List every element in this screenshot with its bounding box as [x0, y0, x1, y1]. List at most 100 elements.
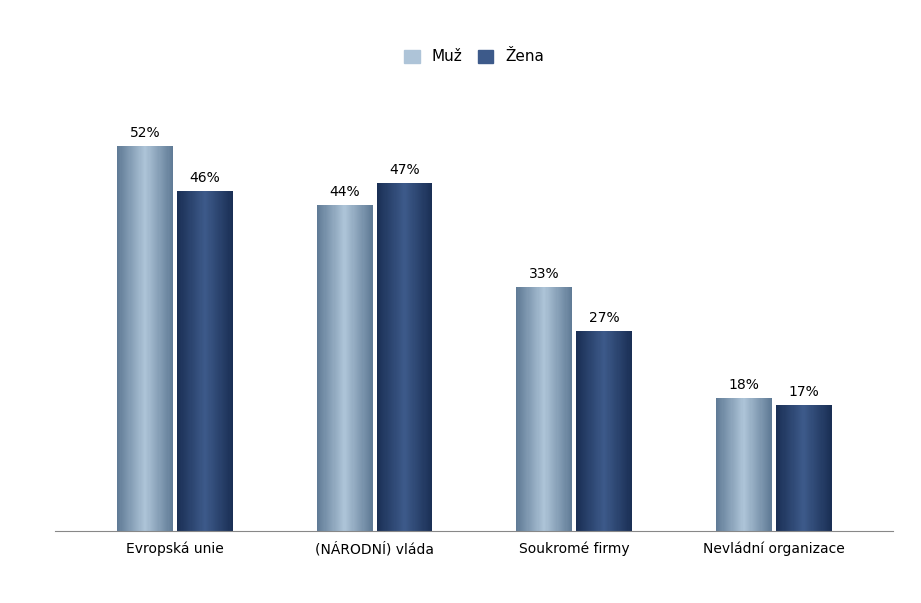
Bar: [764, 397, 765, 531]
Bar: [802, 405, 803, 531]
Bar: [609, 331, 610, 531]
Bar: [423, 183, 424, 531]
Bar: [429, 183, 430, 531]
Bar: [727, 397, 729, 531]
Bar: [147, 147, 148, 531]
Bar: [614, 331, 615, 531]
Bar: [534, 286, 535, 531]
Bar: [323, 206, 324, 531]
Bar: [126, 147, 127, 531]
Bar: [800, 405, 801, 531]
Bar: [827, 405, 828, 531]
Bar: [208, 191, 209, 531]
Bar: [756, 397, 757, 531]
Bar: [229, 191, 230, 531]
Bar: [211, 191, 212, 531]
Bar: [330, 206, 332, 531]
Bar: [190, 191, 191, 531]
Bar: [230, 191, 232, 531]
Bar: [724, 397, 725, 531]
Bar: [765, 397, 766, 531]
Bar: [818, 405, 819, 531]
Bar: [138, 147, 139, 531]
Bar: [345, 206, 347, 531]
Bar: [817, 405, 818, 531]
Bar: [158, 147, 159, 531]
Bar: [357, 206, 358, 531]
Bar: [334, 206, 335, 531]
Bar: [389, 183, 390, 531]
Bar: [828, 405, 829, 531]
Bar: [135, 147, 136, 531]
Bar: [525, 286, 526, 531]
Bar: [762, 397, 763, 531]
Bar: [366, 206, 367, 531]
Bar: [586, 331, 588, 531]
Bar: [411, 183, 413, 531]
Bar: [384, 183, 386, 531]
Bar: [163, 147, 164, 531]
Bar: [524, 286, 525, 531]
Bar: [823, 405, 825, 531]
Bar: [571, 286, 572, 531]
Bar: [218, 191, 219, 531]
Bar: [810, 405, 811, 531]
Text: 44%: 44%: [330, 186, 360, 200]
Bar: [590, 331, 591, 531]
Bar: [775, 405, 776, 531]
Bar: [139, 147, 141, 531]
Bar: [580, 331, 582, 531]
Bar: [545, 286, 546, 531]
Bar: [153, 147, 154, 531]
Bar: [431, 183, 433, 531]
Bar: [768, 397, 769, 531]
Bar: [348, 206, 349, 531]
Bar: [213, 191, 214, 531]
Bar: [722, 397, 724, 531]
Text: 27%: 27%: [589, 311, 619, 325]
Bar: [319, 206, 320, 531]
Bar: [199, 191, 201, 531]
Bar: [551, 286, 552, 531]
Bar: [746, 397, 747, 531]
Bar: [220, 191, 222, 531]
Bar: [134, 147, 135, 531]
Bar: [766, 397, 767, 531]
Bar: [326, 206, 327, 531]
Bar: [611, 331, 612, 531]
Bar: [541, 286, 542, 531]
Bar: [767, 397, 768, 531]
Bar: [405, 183, 407, 531]
Bar: [400, 183, 402, 531]
Bar: [725, 397, 726, 531]
Bar: [430, 183, 431, 531]
Bar: [379, 183, 381, 531]
Bar: [424, 183, 425, 531]
Bar: [589, 331, 590, 531]
Bar: [397, 183, 398, 531]
Bar: [621, 331, 622, 531]
Bar: [222, 191, 223, 531]
Bar: [786, 405, 787, 531]
Bar: [378, 183, 379, 531]
Bar: [180, 191, 181, 531]
Bar: [365, 206, 366, 531]
Bar: [181, 191, 182, 531]
Bar: [377, 183, 378, 531]
Bar: [340, 206, 342, 531]
Bar: [216, 191, 217, 531]
Bar: [381, 183, 382, 531]
Bar: [353, 206, 354, 531]
Bar: [599, 331, 600, 531]
Bar: [354, 206, 355, 531]
Bar: [321, 206, 322, 531]
Bar: [130, 147, 131, 531]
Bar: [196, 191, 197, 531]
Bar: [791, 405, 792, 531]
Bar: [789, 405, 790, 531]
Bar: [781, 405, 782, 531]
Bar: [519, 286, 520, 531]
Bar: [359, 206, 360, 531]
Bar: [732, 397, 734, 531]
Bar: [731, 397, 732, 531]
